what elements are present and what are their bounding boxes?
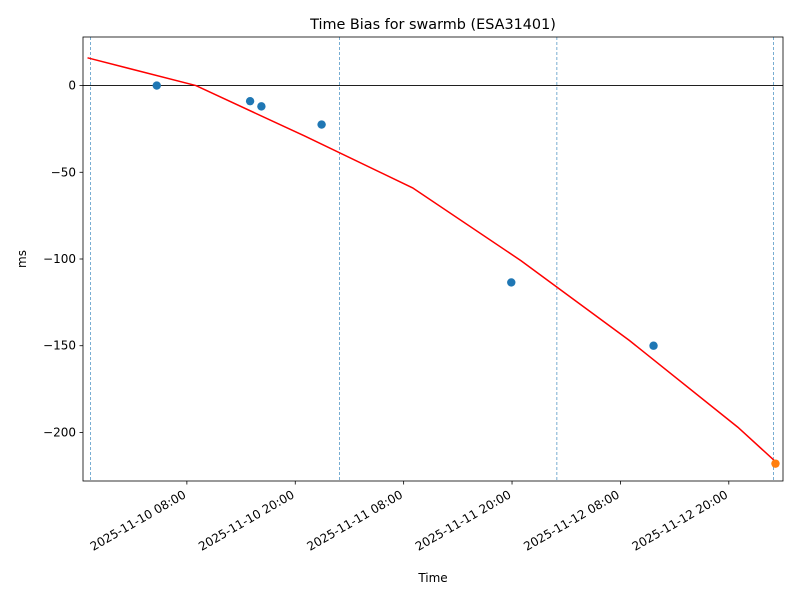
x-axis-label: Time xyxy=(417,571,447,585)
y-tick-label: 0 xyxy=(68,79,76,93)
series-layer xyxy=(87,57,780,468)
y-tick-label: −150 xyxy=(43,339,76,353)
y-axis-label: ms xyxy=(15,250,29,268)
data-point xyxy=(257,102,266,111)
plot-area xyxy=(83,37,783,481)
y-tick-label: −50 xyxy=(51,165,76,179)
data-point xyxy=(649,341,658,350)
y-tick-label: −200 xyxy=(43,425,76,439)
data-point xyxy=(245,96,255,106)
reference-lines-layer xyxy=(83,37,783,481)
data-point xyxy=(152,81,161,90)
data-point xyxy=(771,459,780,468)
data-point xyxy=(317,120,326,129)
data-point xyxy=(507,278,516,287)
y-axis-ticks: 0 −50 −100 −150 −200 xyxy=(43,79,83,439)
chart-title: Time Bias for swarmb (ESA31401) xyxy=(309,17,556,33)
y-tick-label: −100 xyxy=(43,252,76,266)
fit-curve xyxy=(87,57,775,461)
